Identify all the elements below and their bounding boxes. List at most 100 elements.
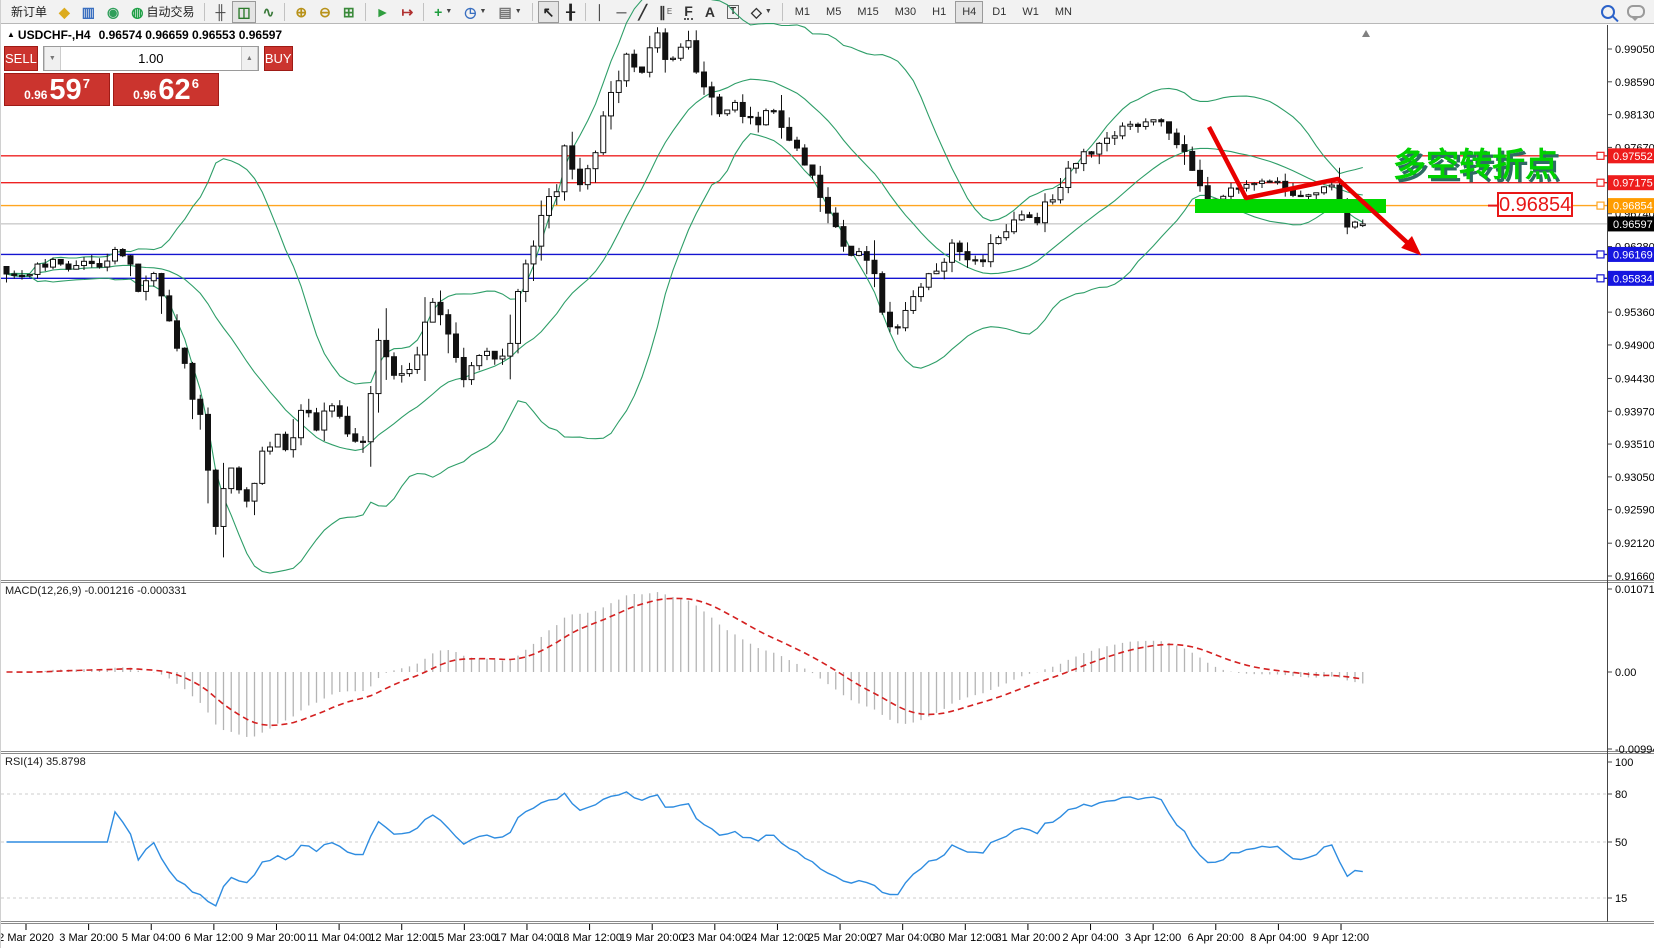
cursor-icon[interactable]: ↖ [537,0,560,23]
svg-text:0.91660: 0.91660 [1615,571,1654,583]
candles [3,27,1366,558]
chat-icon[interactable] [1622,1,1650,23]
sell-price-pip: 7 [82,76,90,91]
tf-m30[interactable]: M30 [894,5,917,18]
ohlc-values: 0.96574 0.96659 0.96553 0.96597 [98,28,283,42]
tf-mn[interactable]: MN [1054,5,1072,18]
horizontal-line-icon[interactable]: ─ [616,3,627,20]
one-click-trading-panel: SELL ▼ ▲ BUY 0.96 59 7 0.96 62 6 [4,46,293,106]
indicators-button[interactable]: + ▼ [434,3,453,20]
svg-text:9 Mar 20:00: 9 Mar 20:00 [247,932,306,944]
svg-text:8 Apr 04:00: 8 Apr 04:00 [1250,932,1306,944]
svg-text:0.95360: 0.95360 [1615,307,1654,319]
svg-text:100: 100 [1615,757,1633,769]
svg-text:0.97552: 0.97552 [1613,151,1653,163]
templates-button[interactable]: ▤ ▼ [498,3,522,20]
toolbar-separator [204,2,206,21]
tf-w1[interactable]: W1 [1022,5,1039,18]
sell-price-big: 59 [49,74,82,106]
svg-text:27 Mar 04:00: 27 Mar 04:00 [870,932,935,944]
zoom-out-icon[interactable]: ⊖ [319,3,331,20]
svg-text:0.92590: 0.92590 [1615,505,1654,517]
price-callout-box[interactable]: 0.96854 [1497,192,1573,217]
signal-icon[interactable]: ◉ [107,3,120,20]
support-zone-drawing[interactable] [1195,199,1386,213]
horizontal-line-objects[interactable] [1,155,1607,280]
svg-text:0.98130: 0.98130 [1615,110,1654,122]
macd-panel[interactable] [6,592,1364,737]
sell-price-button[interactable]: 0.96 59 7 [4,73,110,106]
volume-input[interactable] [60,47,241,70]
volume-up-button[interactable]: ▲ [240,47,258,70]
time-axis[interactable]: 2 Mar 2020 3 Mar 20:00 5 Mar 04:00 6 Mar 12… [1,924,1369,944]
sell-header-button[interactable]: SELL [4,46,38,71]
market-watch-icon[interactable]: ▥ [81,3,96,20]
tf-h4[interactable]: H4 [955,0,984,23]
trend-arrow-drawing[interactable] [1207,125,1497,256]
svg-text:30 Mar 12:00: 30 Mar 12:00 [933,932,998,944]
svg-text:0.98590: 0.98590 [1615,77,1654,89]
collapse-marker-icon: ▲ [7,30,15,39]
svg-text:0.94430: 0.94430 [1615,373,1654,385]
tf-m15[interactable]: M15 [857,5,879,18]
volume-down-button[interactable]: ▼ [43,47,61,70]
tf-m1[interactable]: M1 [794,5,811,18]
channel-icon[interactable]: ∥ E [658,3,673,20]
fibonacci-icon[interactable]: F [684,2,693,20]
svg-text:0.010719: 0.010719 [1615,584,1654,596]
svg-text:11 Mar 04:00: 11 Mar 04:00 [307,932,371,944]
auto-scroll-icon[interactable]: ► [375,3,390,20]
periods-button[interactable]: ◷ ▼ [464,3,487,20]
tf-h1[interactable]: H1 [932,5,947,18]
buy-price-small: 0.96 [133,88,157,102]
toolbar-separator [781,2,783,21]
candlestick-chart-icon[interactable]: ◫ [232,0,256,23]
svg-text:19 Mar 20:00: 19 Mar 20:00 [620,932,685,944]
line-chart-icon[interactable]: ∿ [262,3,275,20]
svg-text:0.97175: 0.97175 [1613,178,1653,190]
vertical-line-icon[interactable]: │ [595,3,605,20]
zoom-in-icon[interactable]: ⊕ [295,3,308,20]
toolbar-separator [364,2,366,21]
svg-text:0.93970: 0.93970 [1615,406,1654,418]
autotrading-button[interactable]: ◍ 自动交易 [131,3,195,20]
arrows-icon[interactable]: ◇ ▼ [751,3,772,20]
svg-text:31 Mar 20:00: 31 Mar 20:00 [996,932,1061,944]
chart-window-icon[interactable]: ◆ [59,3,70,20]
toolbar-separator [284,2,286,21]
toolbar-separator [584,2,586,21]
text-icon[interactable]: A [704,3,715,20]
svg-text:0.93050: 0.93050 [1615,472,1654,484]
svg-text:2 Mar 2020: 2 Mar 2020 [1,932,54,944]
buy-price-button[interactable]: 0.96 62 6 [113,73,219,106]
sell-price-small: 0.96 [24,88,48,102]
svg-text:0.93510: 0.93510 [1615,439,1654,451]
turning-point-annotation[interactable]: 多空转折点 [1393,146,1558,183]
svg-text:6 Apr 20:00: 6 Apr 20:00 [1188,932,1244,944]
buy-header-button[interactable]: BUY [263,46,293,71]
tile-windows-icon[interactable]: ⊞ [342,3,355,20]
rsi-indicator-label: RSI(14) 35.8798 [5,756,86,768]
svg-text:6 Mar 12:00: 6 Mar 12:00 [185,932,244,944]
tf-m5[interactable]: M5 [826,5,842,18]
chart-shift-icon[interactable]: ↦ [401,3,414,20]
svg-text:23 Mar 04:00: 23 Mar 04:00 [682,932,747,944]
crosshair-icon[interactable]: ╂ [566,3,575,20]
svg-text:-0.009944: -0.009944 [1615,744,1654,756]
rsi-panel[interactable] [1,791,1607,907]
trendline-icon[interactable]: ╱ [638,3,647,20]
bar-chart-icon[interactable]: ╫ [215,3,226,20]
search-icon[interactable] [1596,1,1620,23]
svg-text:3 Mar 20:00: 3 Mar 20:00 [59,932,118,944]
svg-text:0.96854: 0.96854 [1613,201,1653,213]
svg-text:2 Apr 04:00: 2 Apr 04:00 [1062,932,1118,944]
svg-text:0.94900: 0.94900 [1615,340,1654,352]
price-axis[interactable]: 0.990500.985900.981300.976700.967400.962… [1596,44,1654,905]
buy-price-big: 62 [158,74,191,106]
new-order-button[interactable]: 新订单 [11,5,48,19]
svg-text:5 Mar 04:00: 5 Mar 04:00 [122,932,181,944]
svg-text:24 Mar 12:00: 24 Mar 12:00 [745,932,810,944]
buy-price-pip: 6 [191,76,199,91]
tf-d1[interactable]: D1 [992,5,1007,18]
